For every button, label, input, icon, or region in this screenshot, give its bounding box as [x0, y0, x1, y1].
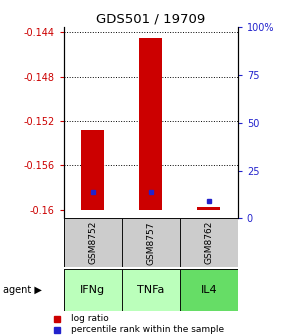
Text: TNFa: TNFa [137, 285, 164, 295]
Bar [81, 130, 104, 210]
Text: GSM8762: GSM8762 [204, 221, 213, 264]
Bar [197, 207, 220, 210]
Text: IFNg: IFNg [80, 285, 105, 295]
Text: agent ▶: agent ▶ [3, 285, 42, 295]
FancyBboxPatch shape [180, 269, 238, 311]
Text: percentile rank within the sample: percentile rank within the sample [71, 325, 225, 334]
Text: IL4: IL4 [200, 285, 217, 295]
Text: log ratio: log ratio [71, 314, 109, 323]
Bar [139, 38, 162, 210]
FancyBboxPatch shape [64, 269, 122, 311]
FancyBboxPatch shape [122, 269, 180, 311]
FancyBboxPatch shape [64, 218, 122, 267]
Text: GSM8752: GSM8752 [88, 221, 97, 264]
Text: GSM8757: GSM8757 [146, 221, 155, 264]
Title: GDS501 / 19709: GDS501 / 19709 [96, 13, 205, 26]
FancyBboxPatch shape [122, 218, 180, 267]
FancyBboxPatch shape [180, 218, 238, 267]
